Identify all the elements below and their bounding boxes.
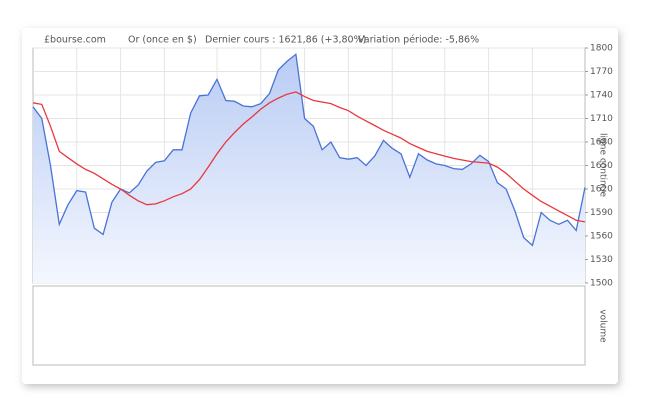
volume-frame (32, 285, 586, 366)
y-tick-label: 1530 (590, 255, 613, 265)
instrument: Or (once en $) (128, 35, 197, 46)
y-axis-label: ligne continue (598, 133, 608, 197)
y-tick-label: 1710 (590, 114, 613, 124)
y-tick-label: 1620 (590, 185, 613, 195)
y-tick-label: 1770 (590, 67, 613, 77)
last-price: Dernier cours : 1621,86 (+3,80%) (205, 35, 366, 46)
y-tick-label: 1650 (590, 161, 613, 171)
area (33, 54, 585, 283)
y-tick-label: 1500 (590, 279, 613, 289)
y-tick-label: 1740 (590, 91, 613, 101)
volume-label: volume (598, 309, 608, 343)
site: £bourse.com (44, 35, 106, 46)
y-tick-label: 1800 (590, 44, 613, 54)
y-tick-label: 1680 (590, 138, 613, 148)
line (32, 53, 586, 247)
line (32, 91, 586, 223)
variation: Variation période: -5,86% (358, 35, 479, 46)
y-tick-label: 1560 (590, 232, 613, 242)
y-tick-label: 1590 (590, 208, 613, 218)
